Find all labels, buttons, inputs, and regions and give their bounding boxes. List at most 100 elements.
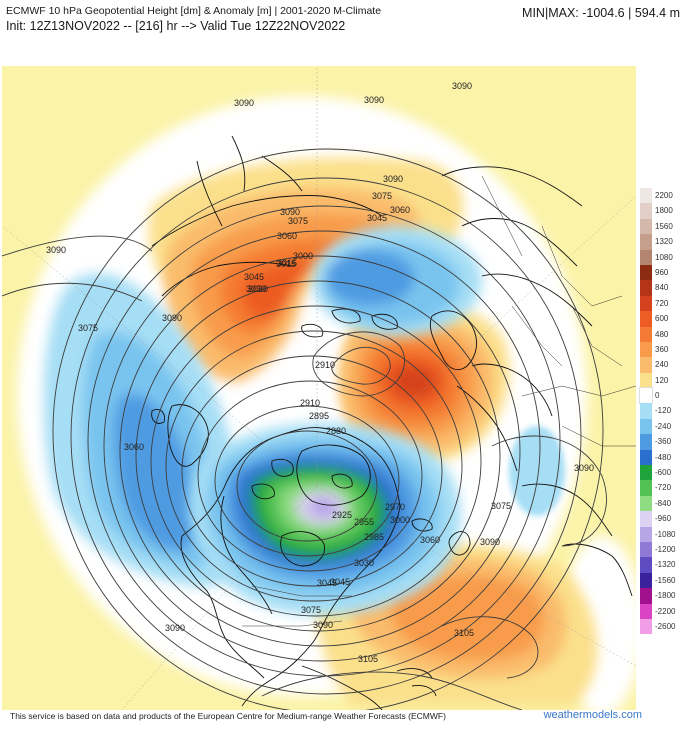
legend-swatch: [640, 203, 652, 219]
legend-entry: 1320: [640, 234, 684, 250]
contour-label: 3075: [288, 216, 308, 226]
contour-label: 3090: [162, 313, 182, 323]
map-title: ECMWF 10 hPa Geopotential Height [dm] & …: [6, 5, 382, 17]
legend-entry: 1800: [640, 203, 684, 219]
contour-label: 3075: [301, 605, 321, 615]
contour-label: 3045: [317, 578, 337, 588]
legend-entry: 240: [640, 357, 684, 373]
map-panel: 3090 3090 3090 3090 3075 3060 3045 3030 …: [2, 66, 636, 710]
legend-swatch: [640, 572, 652, 589]
borders: [242, 175, 636, 627]
legend-swatch: [639, 387, 653, 405]
coastlines: [151, 135, 633, 710]
contour-label: 3000: [390, 515, 410, 525]
contour-label: 3060: [390, 205, 410, 215]
anomaly-map: 3090 3090 3090 3090 3075 3060 3045 3030 …: [2, 66, 636, 710]
contour-label: 3060: [277, 231, 297, 241]
legend-entry: -720: [640, 480, 684, 496]
contour-label: 3090: [46, 245, 66, 255]
legend-swatch: [640, 603, 652, 619]
contour-label: 3090: [280, 207, 300, 217]
legend-entry: 960: [640, 264, 684, 281]
legend-swatch: [640, 465, 652, 481]
contour-label: 3090: [165, 623, 185, 633]
contour-label: 3090: [234, 98, 254, 108]
legend-label: -1560: [655, 575, 676, 585]
data-attribution: This service is based on data and produc…: [10, 711, 446, 721]
legend-entry: -240: [640, 418, 684, 435]
contour-label: 3000: [293, 251, 313, 261]
legend-entry: -1080: [640, 526, 684, 542]
polar-vortex-anomaly: [188, 423, 461, 616]
legend-entry: 120: [640, 372, 684, 389]
legend-label: 960: [655, 267, 669, 277]
legend-entry: -1560: [640, 572, 684, 589]
legend-label: 2200: [655, 191, 673, 200]
legend-swatch: [640, 618, 652, 635]
negative-anomaly-azores: [509, 426, 565, 516]
contour-label: 3015: [277, 258, 297, 268]
legend-entry: 1560: [640, 218, 684, 235]
legend-swatch: [640, 557, 652, 573]
legend-entry: 360: [640, 341, 684, 358]
legend-label: -360: [655, 437, 672, 447]
contour-label: 3075: [491, 501, 511, 511]
legend-swatch: [640, 418, 652, 435]
contour-label: 3105: [454, 628, 474, 638]
legend-label: -2200: [655, 606, 676, 616]
legend-swatch: [640, 541, 652, 558]
legend-swatch: [640, 264, 652, 281]
legend-entry: 1080: [640, 249, 684, 265]
legend-label: -720: [655, 483, 672, 493]
contour-label: 3090: [364, 95, 384, 105]
contour-label: 3090: [574, 463, 594, 473]
legend-label: 360: [655, 344, 669, 354]
legend-entry: -1320: [640, 557, 684, 573]
contour-label: 3090: [480, 537, 500, 547]
legend-swatch: [640, 449, 652, 466]
legend-swatch: [640, 372, 652, 389]
legend-entry: -840: [640, 495, 684, 512]
legend-swatch: [640, 218, 652, 235]
contour-label: 2880: [326, 426, 346, 436]
legend-swatch: [640, 526, 652, 542]
legend-label: -600: [655, 468, 672, 478]
contour-labels: 3090 3090 3090 3090 3075 3060 3045 3030 …: [46, 81, 511, 664]
legend-label: -1080: [655, 529, 676, 539]
color-legend: 2200 1800 1560 1320 1080 960 840 720 600 480 360 24…: [639, 188, 684, 635]
init-valid-time: Init: 12Z13NOV2022 -- [216] hr --> Valid…: [6, 19, 346, 33]
contour-label: 3090: [452, 81, 472, 91]
contour-label: 3030: [248, 284, 268, 294]
legend-swatch: [640, 234, 652, 250]
legend-entry: -960: [640, 511, 684, 527]
legend-label: 1800: [655, 206, 673, 216]
contour-label: 3030: [354, 558, 374, 568]
legend-swatch: [640, 280, 652, 296]
legend-swatch: [640, 511, 652, 527]
legend-label: 600: [655, 314, 669, 324]
legend-label: -840: [655, 498, 672, 508]
legend-swatch: [640, 434, 652, 450]
legend-entry: -1800: [640, 588, 684, 604]
legend-entry: -120: [640, 403, 684, 419]
contour-label: 3045: [244, 272, 264, 282]
contour-label: 2955: [354, 517, 374, 527]
contour-label: 3060: [420, 535, 440, 545]
contour-label: 2910: [300, 398, 320, 408]
brand-logo-text[interactable]: weathermodels.com: [543, 709, 642, 721]
legend-swatch: [640, 188, 652, 204]
legend-entry: 840: [640, 280, 684, 296]
legend-entry: 2200: [640, 188, 684, 204]
graticule: [2, 66, 636, 710]
legend-label: -480: [655, 452, 672, 462]
legend-label: -120: [655, 406, 672, 416]
contour-label: 3105: [358, 654, 378, 664]
legend-label: 720: [655, 298, 669, 308]
legend-entry: -600: [640, 465, 684, 481]
legend-entry: -480: [640, 449, 684, 466]
legend-swatch: [640, 341, 652, 358]
negative-anomaly-arctic: [312, 226, 482, 336]
legend-entry: 720: [640, 295, 684, 312]
contour-label: 3075: [78, 323, 98, 333]
map-header: ECMWF 10 hPa Geopotential Height [dm] & …: [6, 4, 476, 34]
